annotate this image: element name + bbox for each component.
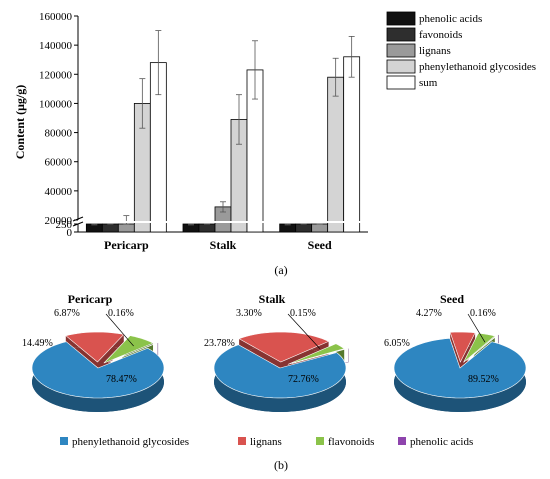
- legend-swatch: [386, 27, 416, 42]
- legend-swatch: [398, 437, 406, 445]
- axis-break-gap: [278, 221, 361, 223]
- pie-data-label: 78.47%: [106, 374, 137, 385]
- pie-slice-lignans: [449, 331, 476, 363]
- y-tick-label: 250: [56, 219, 73, 231]
- pie-data-label: 4.27%: [416, 308, 442, 319]
- pie-legend: phenylethanoid glycosides lignans flavonoi…: [60, 436, 473, 448]
- x-tick-label: Stalk: [210, 238, 237, 252]
- bar-pericarp-1: [101, 223, 119, 233]
- bar-seed-4: [343, 56, 361, 233]
- leader-line: [287, 313, 321, 349]
- y-tick-label: 80000: [45, 128, 73, 140]
- bar-pericarp-2: [117, 223, 135, 233]
- pie-slice-rim: [214, 344, 346, 412]
- pie-data-label: 0.15%: [290, 308, 316, 319]
- bar-chart: 20000 40000 60000 80000 100000 120000 140000 16…: [13, 11, 536, 277]
- legend-swatch: [386, 43, 416, 58]
- bar-marks: [85, 30, 361, 233]
- leader-line: [467, 313, 486, 343]
- pie-slice-lignans: [238, 331, 330, 363]
- axis-break-gap: [182, 221, 264, 223]
- panel-label-a: (a): [274, 263, 287, 277]
- pie-pericarp: Pericarp 78.47% 14.49% 6.87% 0.16%: [22, 292, 165, 412]
- legend-label: phenolic acids: [410, 436, 473, 448]
- y-tick-label: 100000: [39, 98, 73, 110]
- pie-stalk: Stalk 72.76% 23.78% 3.30% 0.15%: [204, 292, 350, 412]
- bar-seed-1: [295, 223, 313, 233]
- y-tick-label: 0: [67, 227, 73, 239]
- pie-slice-phenylethanoid-glycosides: [31, 341, 165, 399]
- pie-chart: Pericarp 78.47% 14.49% 6.87% 0.16% Stalk 72.76…: [22, 292, 527, 472]
- legend-label: favonoids: [419, 29, 462, 41]
- x-tick-label: Pericarp: [104, 238, 149, 252]
- y-tick-label: 160000: [39, 11, 73, 23]
- pie-data-label: 89.52%: [468, 374, 499, 385]
- pie-slice-phenolic-acids: [291, 347, 350, 364]
- y-tick-label: 120000: [39, 69, 73, 81]
- legend-label: lignans: [250, 436, 282, 448]
- leader-line: [105, 313, 134, 347]
- pies: Pericarp 78.47% 14.49% 6.87% 0.16% Stalk 72.76…: [22, 292, 527, 412]
- axis-break-gap: [85, 221, 168, 223]
- legend-swatch: [316, 437, 324, 445]
- legend-swatch: [386, 75, 416, 90]
- pie-seed: Seed 89.52% 6.05% 4.27% 0.16%: [384, 292, 527, 412]
- legend-label: sum: [419, 77, 438, 89]
- pie-slice-flavonoids: [463, 332, 496, 363]
- bar-seed-3: [327, 76, 345, 233]
- pie-data-label: 0.16%: [108, 308, 134, 319]
- pie-slice-lignans: [65, 331, 125, 363]
- pie-slice-phenolic-acids: [466, 333, 500, 361]
- pie-data-label: 14.49%: [22, 338, 53, 349]
- legend-swatch: [60, 437, 68, 445]
- pie-slice-phenolic-acids: [108, 342, 159, 363]
- y-tick-label: 40000: [45, 186, 73, 198]
- legend-label: lignans: [419, 45, 451, 57]
- y-tick-label: 20000: [45, 215, 73, 227]
- legend-label: phenolic acids: [419, 13, 482, 25]
- pie-data-label: 23.78%: [204, 338, 235, 349]
- pie-title: Stalk: [259, 292, 286, 306]
- pie-slice-phenylethanoid-glycosides: [213, 344, 347, 399]
- legend-label: phenylethanoid glycosides: [72, 436, 189, 448]
- panel-label-b: (b): [274, 458, 288, 472]
- legend-label: flavonoids: [328, 436, 374, 448]
- pie-data-label: 6.05%: [384, 338, 410, 349]
- legend-swatch: [238, 437, 246, 445]
- pie-data-label: 6.87%: [54, 308, 80, 319]
- legend-swatch: [386, 11, 416, 26]
- bar-legend: phenolic acids favonoids lignans phenyletha…: [386, 11, 536, 90]
- pie-slice-phenylethanoid-glycosides: [393, 338, 527, 399]
- pie-title: Pericarp: [68, 292, 113, 306]
- pie-slice-flavonoids: [103, 335, 154, 364]
- pie-slice-rim: [32, 341, 164, 412]
- pie-data-label: 72.76%: [288, 374, 319, 385]
- pie-data-label: 0.16%: [470, 308, 496, 319]
- pie-slice-side: [239, 346, 329, 377]
- legend-label: phenylethanoid glycosides: [419, 61, 536, 73]
- y-tick-label: 60000: [45, 157, 73, 169]
- pie-slice-flavonoids: [287, 343, 345, 365]
- x-tick-label: Seed: [308, 238, 332, 252]
- bar-axes: 20000 40000 60000 80000 100000 120000 140000 16…: [39, 11, 368, 252]
- pie-title: Seed: [440, 292, 464, 306]
- y-axis-label: Content (μg/g): [13, 85, 27, 159]
- y-tick-label: 140000: [39, 40, 73, 52]
- pie-data-label: 3.30%: [236, 308, 262, 319]
- bar-stalk-1: [198, 223, 216, 233]
- bar-seed-2: [311, 223, 329, 233]
- legend-swatch: [386, 59, 416, 74]
